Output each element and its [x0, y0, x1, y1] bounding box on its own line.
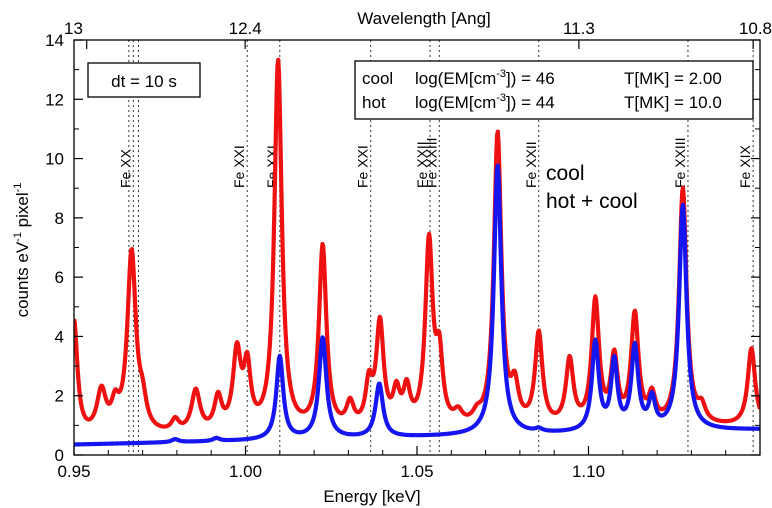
- line-marker-label: Fe XXII: [523, 141, 539, 188]
- info-cool-temp: T[MK] = 2.00: [624, 69, 722, 88]
- legend: cool hot + cool: [546, 162, 638, 213]
- y-axis-label: counts eV-1 pixel-1: [12, 183, 32, 318]
- info-box-frame: [354, 60, 754, 120]
- y-tick-label: 14: [45, 31, 64, 50]
- y-axis-label-main: counts eV: [13, 241, 32, 317]
- info-cool-em: log(EM[cm-3]) = 46: [415, 68, 555, 88]
- y-tick-label: 8: [55, 209, 64, 228]
- info-box: cool log(EM[cm-3]) = 46 T[MK] = 2.00 hot…: [354, 60, 754, 120]
- line-marker-label: Fe XXIII: [423, 137, 439, 188]
- x-tick-label: 1.10: [572, 462, 605, 481]
- dt-annotation-text: dt = 10 s: [111, 72, 177, 91]
- y-tick-label: 2: [55, 387, 64, 406]
- y-axis-label-sup1: -1: [12, 232, 24, 242]
- info-hot-name: hot: [362, 93, 386, 112]
- line-marker-label: Fe XXII: [414, 141, 430, 188]
- info-cool-em-sup: -3: [496, 68, 506, 80]
- y-tick-label: 12: [45, 90, 64, 109]
- line-marker-label: Fe XIX: [737, 145, 753, 188]
- line-marker-label: Fe XXI: [355, 145, 371, 188]
- line-marker-label: Fe XXI: [231, 145, 247, 188]
- x-axis-label: Energy [keV]: [323, 487, 420, 506]
- x-tick-label: 1.00: [229, 462, 262, 481]
- info-cool-name: cool: [362, 69, 393, 88]
- info-cool-em-post: ]) = 46: [506, 69, 555, 88]
- legend-hot-cool: hot + cool: [546, 190, 638, 213]
- axis-ticks: [73, 39, 760, 456]
- legend-cool: cool: [546, 162, 585, 185]
- series-cool-line: [74, 163, 760, 447]
- line-marker-label: Fe XX: [117, 148, 133, 188]
- info-hot-em-post: ]) = 44: [506, 93, 555, 112]
- dt-annotation-box: [87, 62, 201, 98]
- info-hot-em-sup: -3: [496, 92, 506, 104]
- top-tick-label: 13: [64, 19, 83, 38]
- info-hot-temp: T[MK] = 10.0: [624, 93, 722, 112]
- info-hot-em-pre: log(EM[cm: [415, 93, 496, 112]
- top-tick-label: 12.4: [229, 19, 262, 38]
- y-axis-label-sup2: -1: [12, 183, 24, 193]
- info-cool-em-pre: log(EM[cm: [415, 69, 496, 88]
- y-tick-label: 0: [55, 446, 64, 465]
- info-hot-em: log(EM[cm-3]) = 44: [415, 92, 555, 112]
- x-tick-label: 1.05: [400, 462, 433, 481]
- y-axis-label-mid: pixel: [13, 192, 32, 232]
- top-axis-label: Wavelength [Ang]: [357, 9, 491, 28]
- top-tick-label: 10.8: [739, 19, 772, 38]
- series-hot-cool-line: [74, 57, 760, 429]
- line-marker-label: Fe XXIII: [672, 137, 688, 188]
- top-tick-label: 11.3: [563, 19, 595, 38]
- y-tick-label: 4: [55, 327, 64, 346]
- series-layer: [74, 57, 760, 447]
- x-tick-label: 0.95: [57, 462, 90, 481]
- y-tick-label: 10: [45, 150, 64, 169]
- dt-annotation: dt = 10 s: [87, 62, 201, 98]
- y-tick-label: 6: [55, 268, 64, 287]
